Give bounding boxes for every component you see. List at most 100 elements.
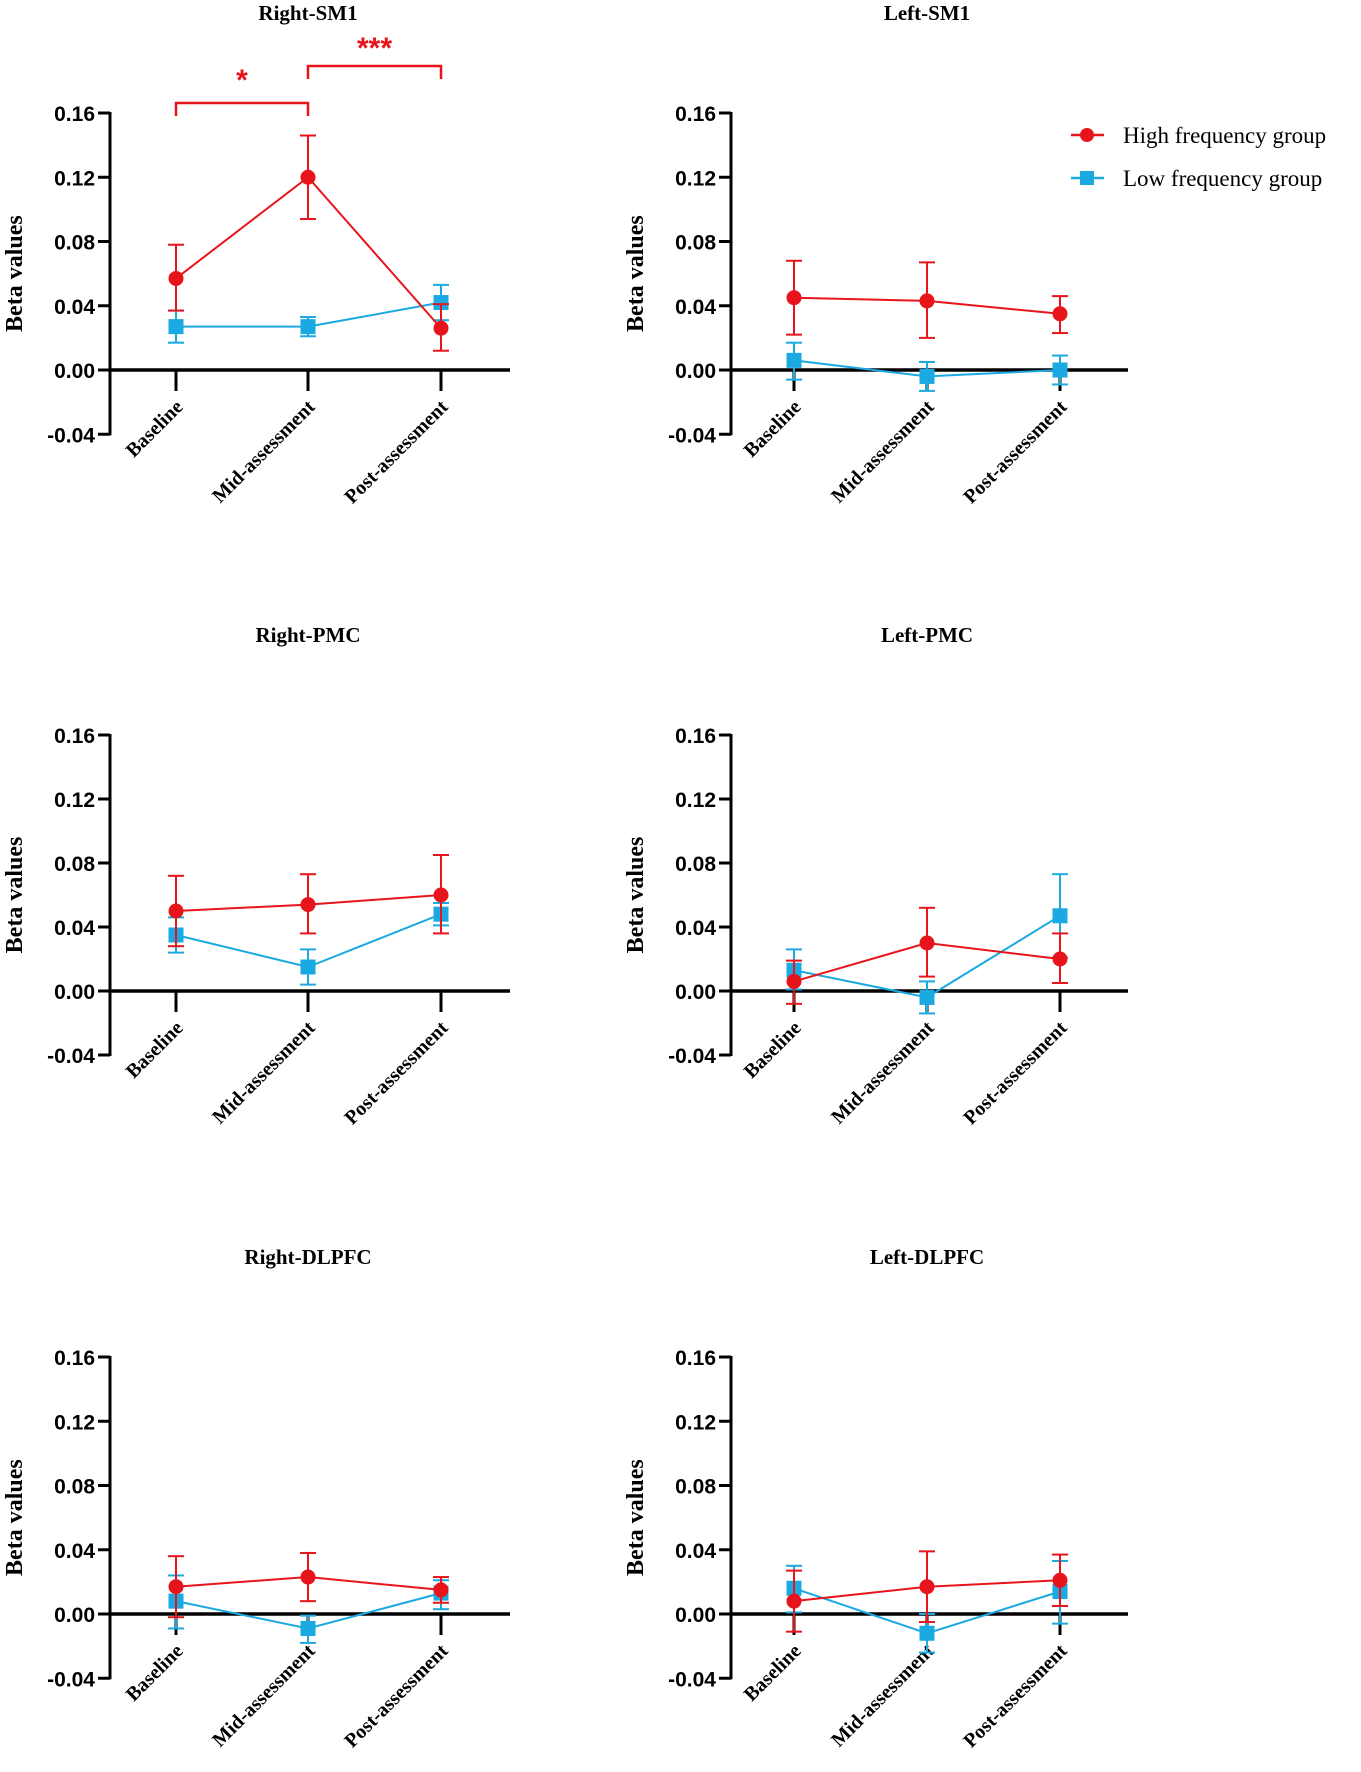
x-category-label: Baseline	[740, 396, 806, 462]
y-tick-label: -0.04	[668, 1045, 716, 1068]
panel-title: Left-SM1	[884, 1, 970, 25]
x-category-label: Baseline	[740, 1017, 806, 1083]
legend-low-square-marker-icon	[1080, 171, 1094, 185]
data-point-high	[1052, 951, 1068, 967]
y-tick-label: 0.00	[54, 981, 95, 1004]
x-category-label: Baseline	[122, 396, 188, 462]
y-tick-label: 0.16	[675, 725, 716, 748]
y-tick-label: -0.04	[668, 1668, 716, 1691]
y-axis-label: Beta values	[623, 215, 649, 332]
legend-low-label: Low frequency group	[1123, 166, 1322, 191]
x-category-label: Mid-assessment	[827, 1017, 939, 1129]
data-point-low	[433, 295, 449, 311]
y-tick-label: 0.12	[54, 1411, 95, 1434]
y-tick-label: 0.12	[54, 789, 95, 812]
significance-bracket	[306, 64, 443, 79]
x-category-label: Mid-assessment	[827, 1640, 939, 1752]
data-point-high	[168, 903, 184, 919]
y-tick-label: 0.16	[54, 725, 95, 748]
y-tick-label: 0.12	[54, 167, 95, 190]
x-category-label: Post-assessment	[340, 396, 452, 508]
data-point-high	[919, 293, 935, 309]
y-tick-label: 0.16	[675, 103, 716, 126]
data-point-low	[919, 368, 935, 384]
panel-title: Right-PMC	[256, 623, 361, 647]
y-tick-label: 0.12	[675, 789, 716, 812]
data-point-low	[919, 989, 935, 1005]
data-point-low	[1052, 908, 1068, 924]
significance-label: *	[236, 64, 248, 97]
chart-panel-left-sm1: Left-SM1 0.16 0.12 0.08 0.04 0.00 -0.04 Beta va…	[623, 1, 1128, 508]
y-tick-label: 0.12	[675, 167, 716, 190]
x-category-label: Baseline	[122, 1640, 188, 1706]
data-point-high	[919, 1579, 935, 1595]
y-tick-label: 0.00	[675, 981, 716, 1004]
y-axis-label: Beta values	[2, 1459, 28, 1576]
y-tick-label: 0.00	[675, 1604, 716, 1627]
legend-high-circle-marker-icon	[1080, 128, 1094, 142]
y-tick-label: -0.04	[47, 1045, 95, 1068]
x-category-label: Post-assessment	[959, 396, 1071, 508]
chart-panel-right-sm1: Right-SM1 0.16 0.12 0.08 0.04 0.00 -0.04 Beta v…	[2, 1, 510, 508]
x-category-label: Baseline	[122, 1017, 188, 1083]
y-tick-label: 0.00	[675, 360, 716, 383]
chart-panel-left-dlpfc: Left-DLPFC 0.16 0.12 0.08 0.04 0.00 -0.04 Beta …	[623, 1245, 1128, 1752]
data-point-high	[300, 169, 316, 185]
data-point-high	[433, 320, 449, 336]
data-point-low	[168, 319, 184, 335]
y-tick-label: 0.16	[54, 1347, 95, 1370]
x-category-label: Post-assessment	[959, 1017, 1071, 1129]
x-category-label: Mid-assessment	[827, 396, 939, 508]
data-point-high	[786, 973, 802, 989]
significance-bracket	[174, 101, 310, 116]
data-point-low	[786, 352, 802, 368]
y-tick-label: 0.08	[54, 853, 95, 876]
data-point-high	[1052, 306, 1068, 322]
legend: High frequency group Low frequency group	[1071, 123, 1326, 191]
data-point-high	[300, 1569, 316, 1585]
y-tick-label: 0.00	[54, 360, 95, 383]
y-axis-label: Beta values	[623, 837, 649, 954]
y-tick-label: -0.04	[47, 1668, 95, 1691]
y-tick-label: 0.08	[675, 232, 716, 255]
panel-title: Left-DLPFC	[870, 1245, 984, 1269]
data-point-low	[300, 319, 316, 335]
data-point-high	[919, 935, 935, 951]
data-point-high	[433, 887, 449, 903]
data-point-high	[300, 897, 316, 913]
chart-panels: Right-SM1 0.16 0.12 0.08 0.04 0.00 -0.04 Beta v…	[2, 1, 1128, 1752]
y-tick-label: 0.08	[54, 232, 95, 255]
y-tick-label: 0.04	[54, 296, 95, 319]
data-point-high	[433, 1582, 449, 1598]
y-tick-label: 0.16	[54, 103, 95, 126]
y-tick-label: 0.04	[675, 296, 716, 319]
y-tick-label: 0.08	[675, 1476, 716, 1499]
y-tick-label: 0.04	[675, 1540, 716, 1563]
y-tick-label: 0.08	[54, 1476, 95, 1499]
data-point-high	[786, 290, 802, 306]
x-category-label: Post-assessment	[959, 1640, 1071, 1752]
y-tick-label: 0.16	[675, 1347, 716, 1370]
y-tick-label: 0.04	[675, 917, 716, 940]
y-axis-label: Beta values	[623, 1459, 649, 1576]
y-tick-label: 0.08	[675, 853, 716, 876]
x-category-label: Mid-assessment	[208, 396, 320, 508]
data-point-high	[786, 1593, 802, 1609]
y-tick-label: 0.00	[54, 1604, 95, 1627]
chart-panel-right-pmc: Right-PMC 0.16 0.12 0.08 0.04 0.00 -0.04 Beta v…	[2, 623, 510, 1129]
x-category-label: Post-assessment	[340, 1640, 452, 1752]
panel-title: Right-SM1	[258, 1, 357, 25]
legend-high-label: High frequency group	[1123, 123, 1326, 148]
y-tick-label: 0.04	[54, 917, 95, 940]
y-tick-label: 0.04	[54, 1540, 95, 1563]
panel-title: Left-PMC	[881, 623, 973, 647]
data-point-high	[168, 1579, 184, 1595]
x-category-label: Mid-assessment	[208, 1017, 320, 1129]
x-category-label: Post-assessment	[340, 1017, 452, 1129]
panel-title: Right-DLPFC	[244, 1245, 371, 1269]
data-point-high	[168, 270, 184, 286]
chart-panel-right-dlpfc: Right-DLPFC 0.16 0.12 0.08 0.04 0.00 -0.04 Beta…	[2, 1245, 510, 1752]
data-point-high	[1052, 1572, 1068, 1588]
data-point-low	[1052, 362, 1068, 378]
